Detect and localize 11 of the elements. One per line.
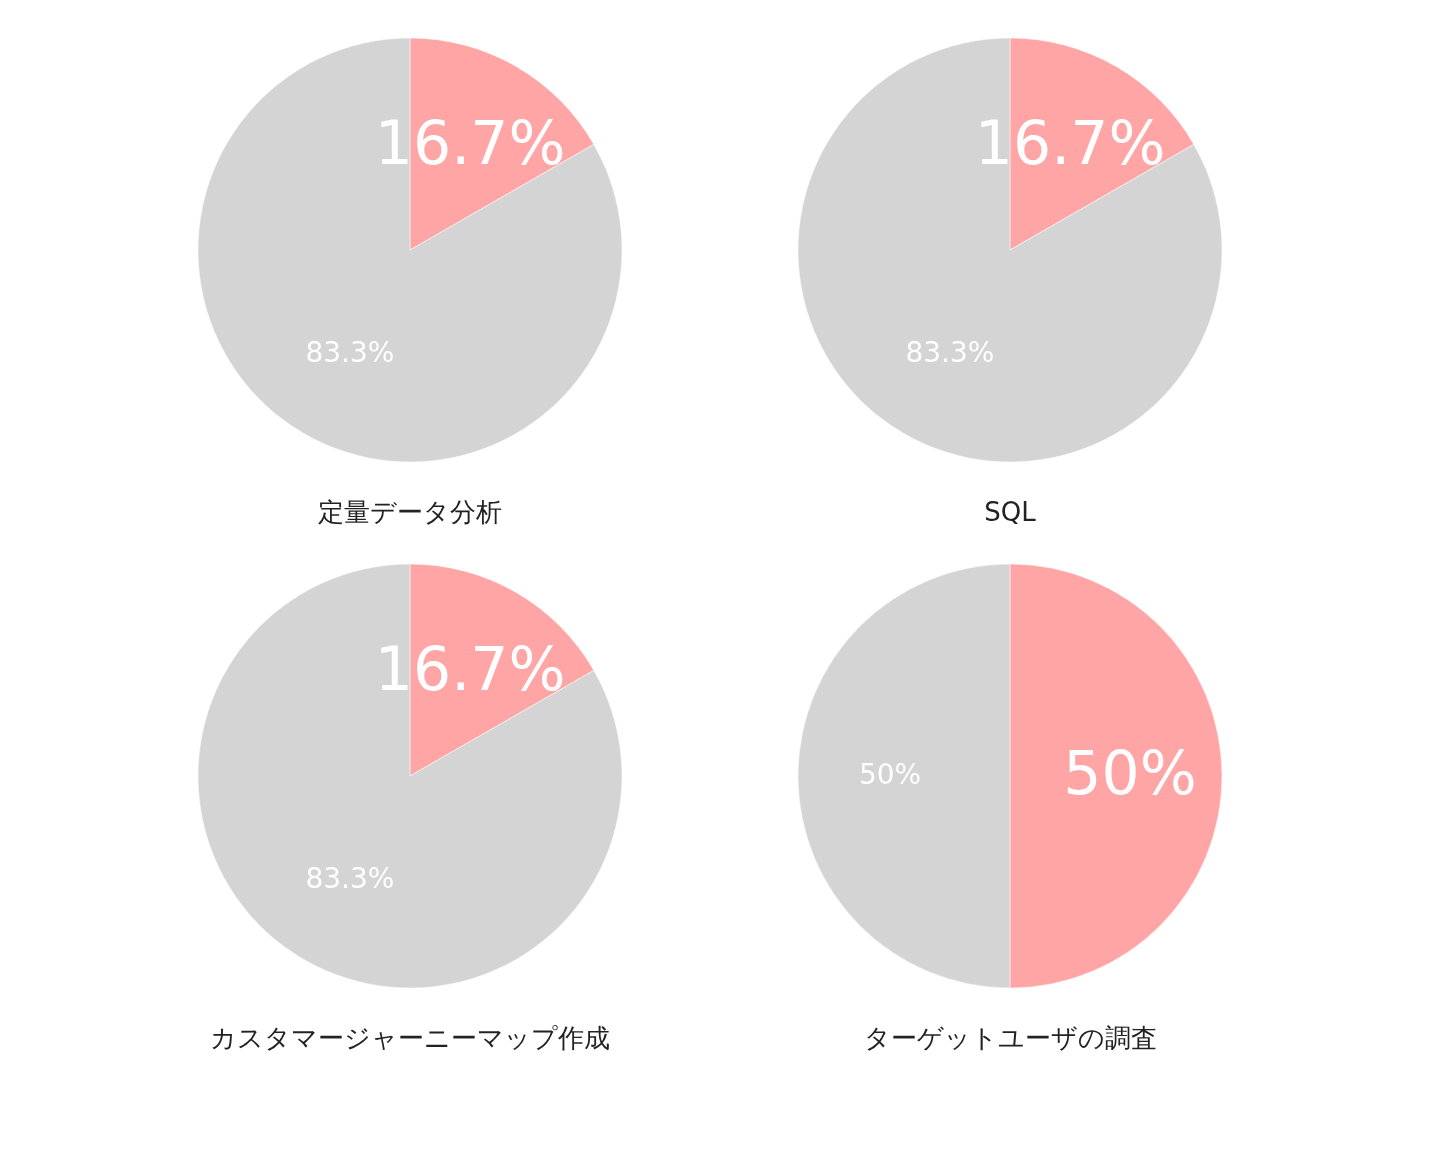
text: 定量データ分析 <box>318 497 502 527</box>
pie-slice <box>197 563 623 988</box>
data-label: 16.7% <box>974 108 1166 179</box>
data-label: 50% <box>1063 738 1197 808</box>
text: SQL <box>984 497 1037 527</box>
data-label: 16.7% <box>374 634 566 705</box>
text: ターゲットユーザの調査 <box>863 1023 1157 1053</box>
text: カスタマージャーニーマップ作成 <box>210 1023 610 1053</box>
pie-slice <box>197 37 623 462</box>
pie-slice <box>797 37 1223 462</box>
data-label: 16.7% <box>374 108 566 179</box>
